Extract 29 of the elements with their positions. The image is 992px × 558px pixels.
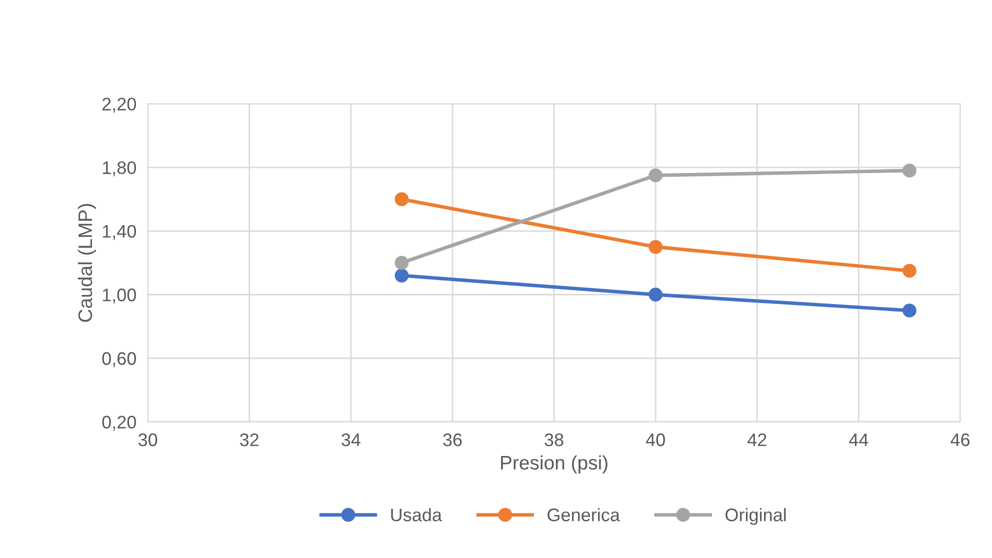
y-tick-label: 2,20: [102, 98, 136, 113]
y-tick-label: 0,60: [102, 352, 136, 368]
legend-label: Generica: [548, 508, 620, 522]
y-tick-label: 1,80: [102, 161, 136, 176]
point: [394, 268, 409, 282]
legend-label: Original: [726, 508, 786, 525]
x-tick-label: 36: [443, 433, 462, 446]
point: [902, 264, 916, 278]
legend-label: Usada: [391, 508, 442, 522]
x-tick-label: 42: [748, 433, 766, 446]
y-tick-label: 1,40: [102, 224, 136, 240]
x-tick-label: 46: [950, 433, 970, 446]
x-tick-label: 32: [240, 433, 258, 446]
x-tick-label: 30: [138, 433, 158, 446]
x-tick-label: 34: [342, 433, 360, 446]
x-axis-title: Presion (psi): [501, 455, 608, 474]
point: [648, 288, 663, 302]
y-tick-label: 1,00: [102, 288, 136, 304]
x-tick-label: 38: [544, 433, 564, 446]
y-axis-title: Caudal (LMP): [78, 204, 96, 322]
point: [648, 240, 663, 254]
point: [648, 168, 663, 182]
point: [394, 256, 409, 270]
x-tick-label: 40: [646, 433, 665, 446]
point: [902, 304, 916, 318]
x-tick-label: 44: [849, 434, 868, 446]
point: [902, 164, 916, 178]
point: [394, 192, 409, 206]
y-tick-label: 0,20: [102, 416, 136, 431]
